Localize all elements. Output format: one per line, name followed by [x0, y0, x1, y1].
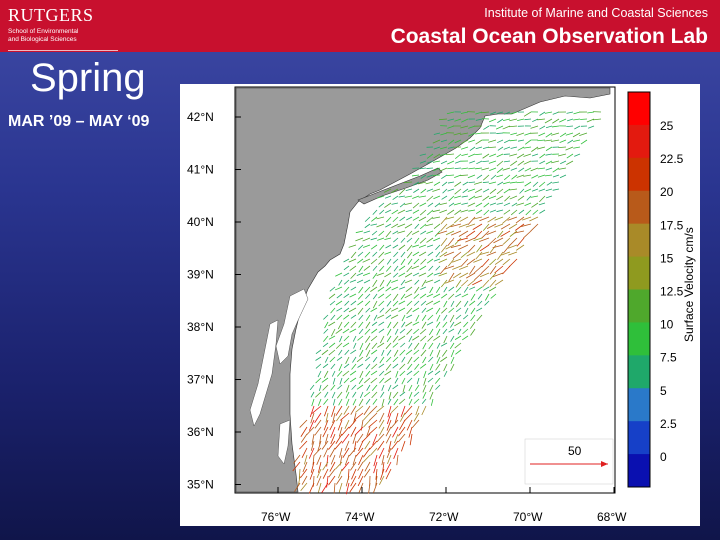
current-map-figure: 50 42°N 41°N 40°N 39°N 38°N 37°N 36°N 35°N 76°W…: [180, 84, 700, 526]
lat-label: 35°N: [187, 478, 214, 492]
latitude-labels: 42°N 41°N 40°N 39°N 38°N 37°N 36°N 35°N: [187, 110, 241, 492]
logo-sub-line2: and Biological Sciences: [8, 36, 94, 44]
colorbar-segment: [628, 125, 650, 158]
colorbar-tick-label: 12.5: [660, 285, 684, 299]
date-range: MAR ’09 – MAY ‘09: [8, 113, 149, 131]
lat-label: 36°N: [187, 425, 214, 439]
colorbar-segment: [628, 322, 650, 355]
velocity-vector: [483, 182, 489, 183]
colorbar: [628, 92, 650, 488]
season-title: Spring: [30, 56, 146, 101]
colorbar-segment: [628, 191, 650, 224]
lon-label: 68°W: [597, 510, 627, 524]
colorbar-tick-label: 22.5: [660, 152, 684, 166]
institute-title: Institute of Marine and Coastal Sciences: [484, 6, 708, 20]
colorbar-segment: [628, 92, 650, 125]
logo-name: RUTGERS: [8, 6, 94, 24]
lon-label: 74°W: [345, 510, 375, 524]
header-bar: RUTGERS School of Environmental and Biol…: [0, 0, 720, 52]
scale-label: 50: [568, 444, 582, 458]
lat-label: 40°N: [187, 215, 214, 229]
colorbar-tick-label: 10: [660, 318, 674, 332]
colorbar-ticks: 25 22.5 20 17.5 15 12.5 10 7.5 5 2.5 0: [660, 119, 684, 464]
colorbar-tick-label: 17.5: [660, 218, 684, 232]
colorbar-tick-label: 25: [660, 119, 674, 133]
lat-label: 37°N: [187, 373, 214, 387]
colorbar-tick-label: 15: [660, 251, 674, 265]
velocity-vector: [426, 168, 433, 169]
logo-sub-line1: School of Environmental: [8, 28, 94, 36]
lon-label: 72°W: [429, 510, 459, 524]
colorbar-segment: [628, 290, 650, 323]
colorbar-tick-label: 7.5: [660, 351, 677, 365]
colorbar-segment: [628, 355, 650, 388]
colorbar-segment: [628, 158, 650, 191]
current-map-svg: 50 42°N41°N40°N39°N38°N37°N36°N35°N 76°W…: [180, 84, 700, 526]
logo-rule: [8, 50, 118, 51]
lat-label: 41°N: [187, 163, 214, 177]
lat-label: 42°N: [187, 110, 214, 124]
lon-label: 70°W: [513, 510, 543, 524]
colorbar-tick-label: 5: [660, 384, 667, 398]
colorbar-segment: [628, 388, 650, 421]
colorbar-tick-label: 0: [660, 450, 667, 464]
lon-label: 76°W: [261, 510, 291, 524]
rutgers-logo: RUTGERS School of Environmental and Biol…: [8, 6, 94, 44]
colorbar-segment: [628, 421, 650, 454]
colorbar-tick-label: 20: [660, 185, 674, 199]
velocity-vector: [496, 133, 503, 134]
colorbar-title: Surface Velocity cm/s: [682, 227, 696, 342]
colorbar-tick-label: 2.5: [660, 417, 677, 431]
colorbar-segment: [628, 257, 650, 290]
colorbar-segment: [628, 224, 650, 257]
lat-label: 38°N: [187, 320, 214, 334]
colorbar-segment: [628, 454, 650, 487]
lab-title: Coastal Ocean Observation Lab: [391, 25, 708, 49]
lat-label: 39°N: [187, 268, 214, 282]
